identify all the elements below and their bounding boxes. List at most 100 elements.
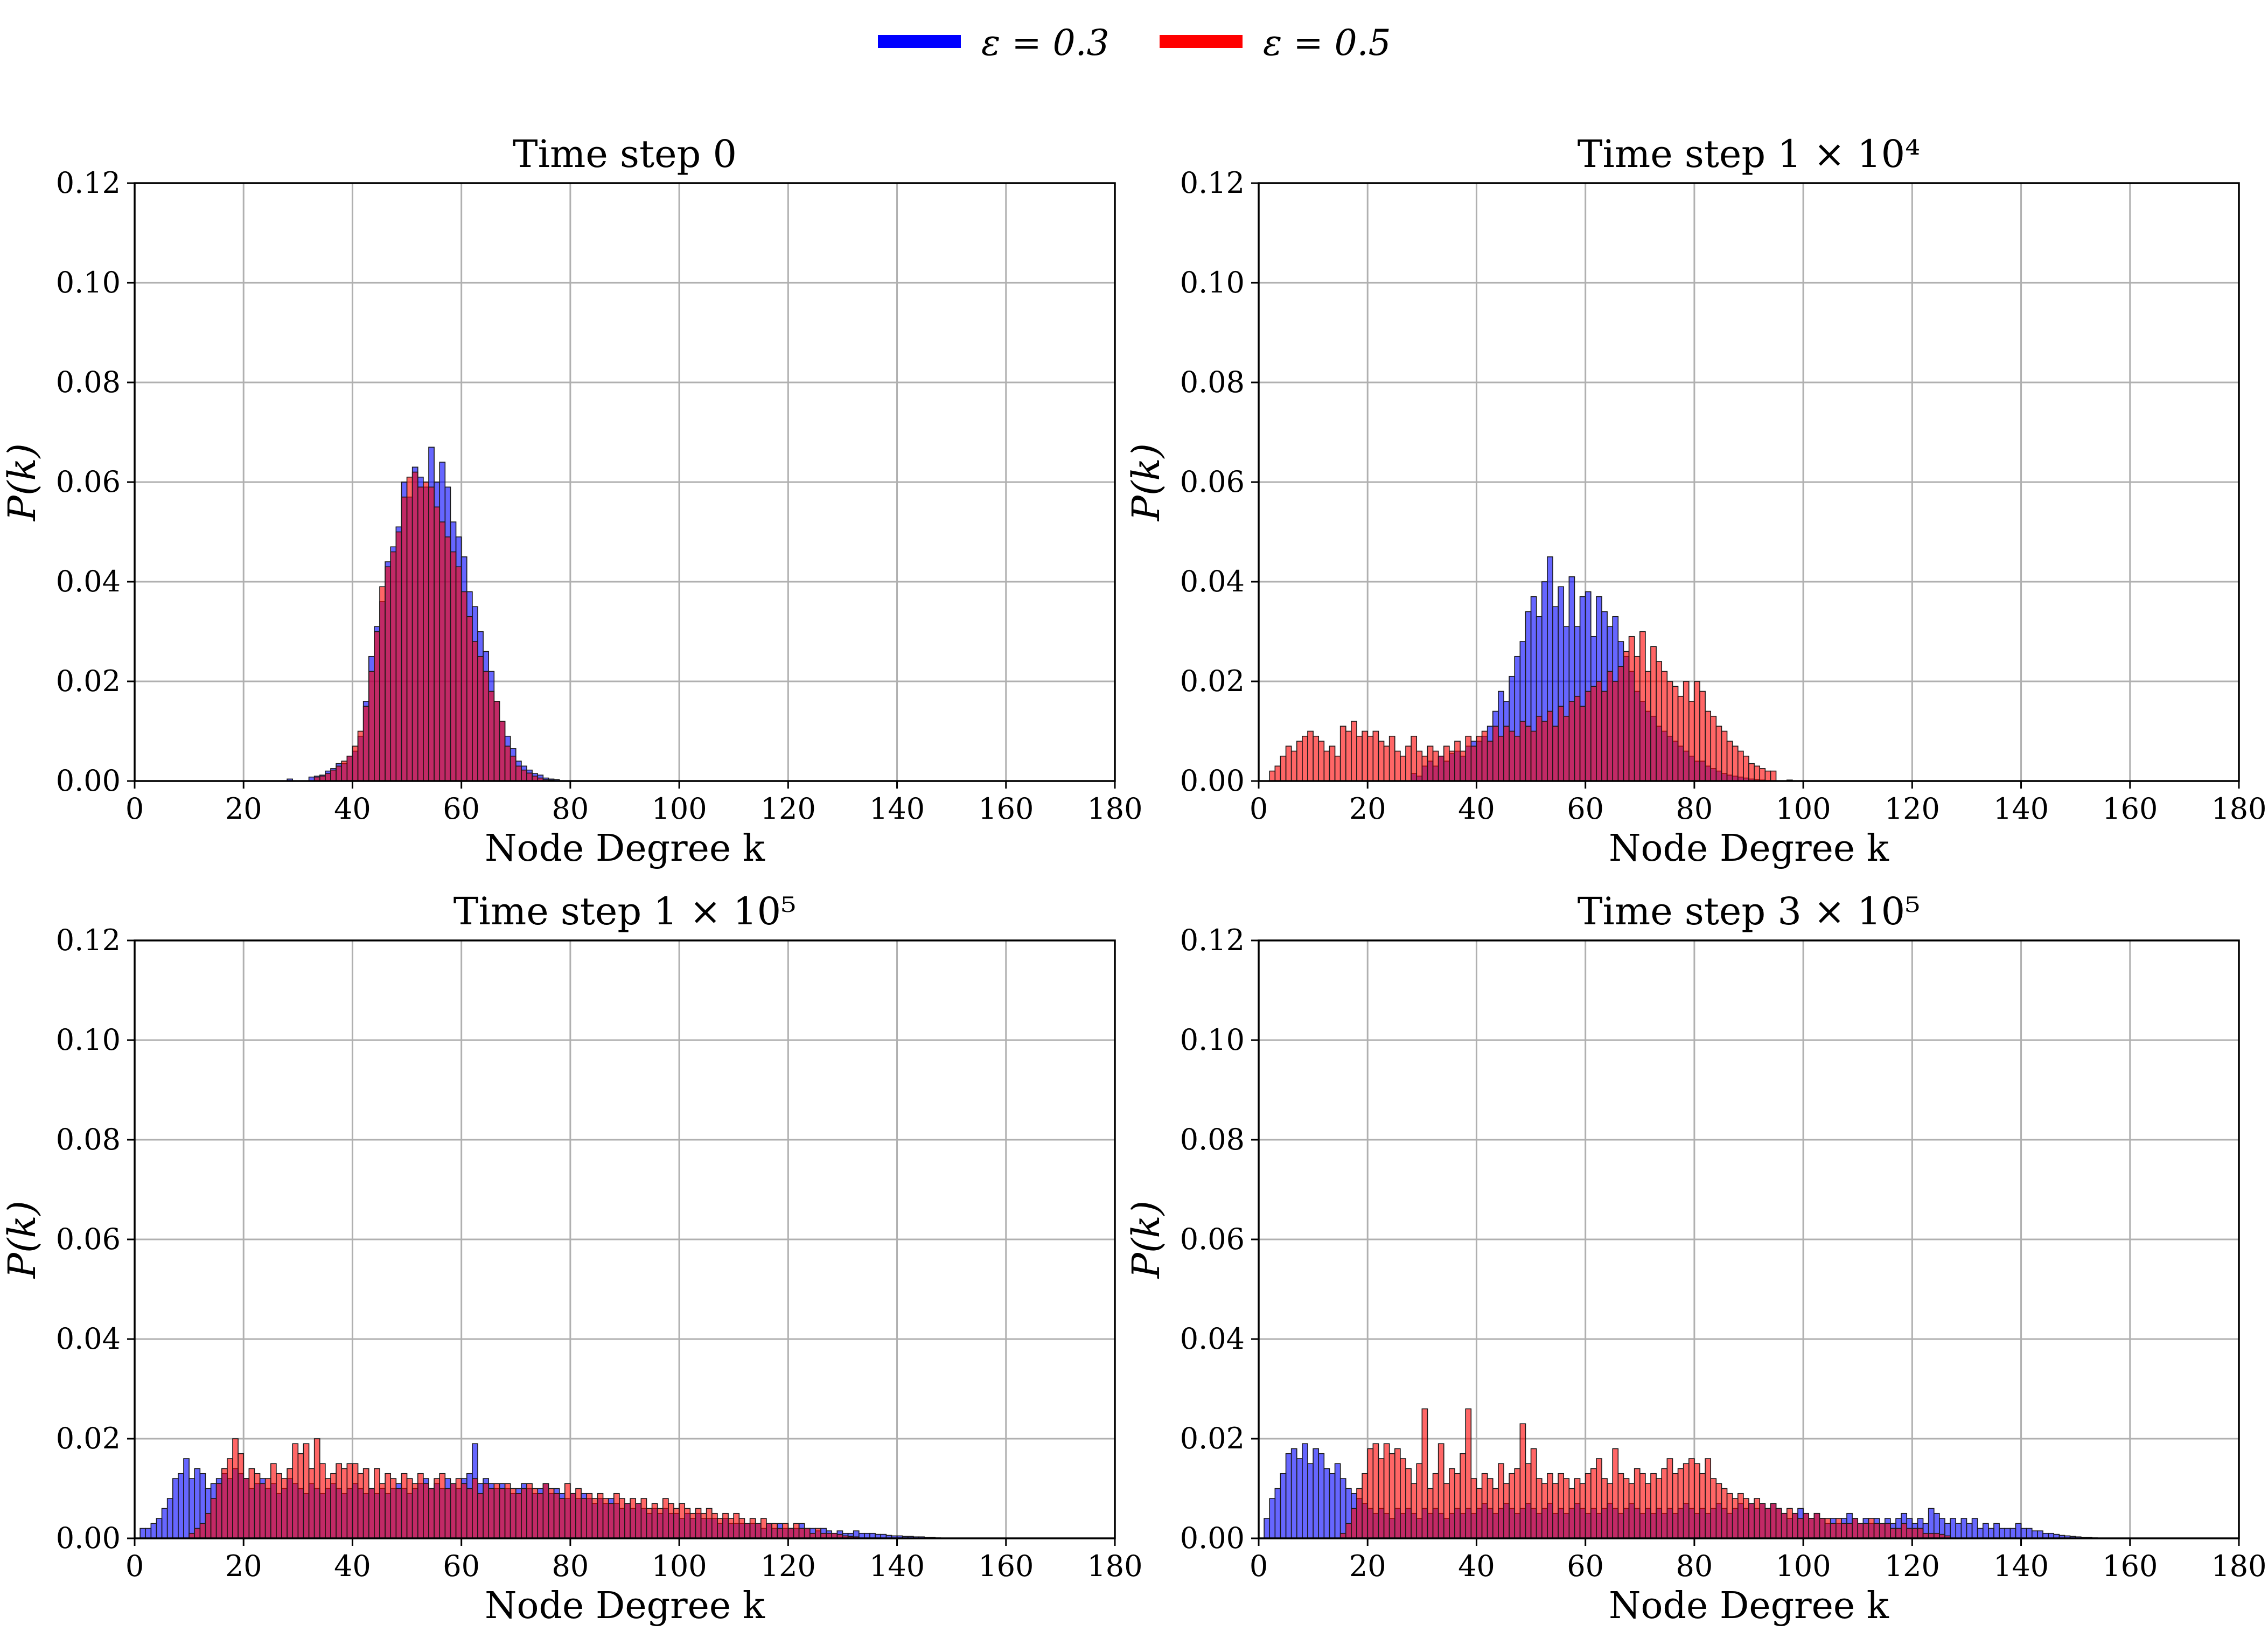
x-axis-label: Node Degree k [1609, 1585, 1889, 1627]
histogram-bar [1661, 671, 1668, 782]
histogram-bar [1280, 1473, 1287, 1539]
histogram-bar [238, 1453, 245, 1539]
histogram-bar [1694, 1463, 1700, 1539]
histogram-bar [1411, 1483, 1418, 1539]
y-tick-label: 0.04 [1180, 564, 1245, 598]
histogram-bar [760, 1518, 767, 1539]
histogram-bar [1656, 1478, 1663, 1539]
histogram-bar [1476, 735, 1483, 782]
histogram-bar [199, 1523, 206, 1539]
y-tick-label: 0.00 [56, 764, 121, 798]
histogram-bar [1530, 730, 1537, 782]
chart-panel-3: 0 20 40 60 80 100 120 140 160 180 0.00 0.02 0.04 0.06… [0, 889, 1143, 1627]
histogram-bar [357, 730, 364, 782]
histogram-bar [1400, 1458, 1406, 1539]
histogram-bar [1737, 1493, 1744, 1539]
histogram-bar [1318, 1453, 1325, 1539]
histogram-bar [156, 1518, 163, 1539]
histogram-bar [281, 1478, 288, 1539]
histogram-bar [662, 1498, 669, 1539]
histogram-bar [613, 1493, 620, 1539]
histogram-bar [1677, 695, 1684, 782]
histogram-bar [2015, 1523, 2022, 1539]
histogram-bar [1454, 1473, 1461, 1539]
histogram-bar [515, 765, 522, 782]
histogram-bar [1437, 1443, 1444, 1539]
histogram-bar [1460, 750, 1467, 782]
legend-swatch-eps-0-5 [1160, 35, 1243, 48]
histogram-bar [1285, 745, 1292, 782]
histogram-bar [1487, 1478, 1494, 1539]
histogram-bar [1558, 1473, 1565, 1539]
histogram-bar [1754, 765, 1761, 782]
histogram-bar [423, 482, 429, 782]
histogram-bar [172, 1478, 179, 1539]
x-tick-label: 0 [1250, 792, 1268, 826]
y-tick-label: 0.06 [1180, 1222, 1245, 1256]
histogram-bar [1432, 1473, 1439, 1539]
x-tick-label: 60 [1567, 792, 1604, 826]
histogram-bar [651, 1503, 658, 1539]
histogram-bar [254, 1473, 261, 1539]
histogram-bar [1683, 1463, 1690, 1539]
histogram-bar [1683, 681, 1690, 782]
histogram-bar [700, 1512, 707, 1539]
histogram-bar [1367, 735, 1374, 782]
histogram-bar [455, 1478, 462, 1539]
histogram-bar [1449, 1468, 1455, 1539]
histogram-bar [417, 1473, 424, 1539]
histogram-bar [1971, 1518, 1978, 1539]
y-tick-label: 0.04 [1180, 1322, 1245, 1356]
histogram-bar [706, 1508, 713, 1539]
histogram-bar [325, 773, 331, 782]
histogram-bar [1857, 1523, 1864, 1539]
histogram-bar [1824, 1518, 1831, 1539]
y-tick-label: 0.08 [56, 1123, 121, 1156]
histogram-bar [1498, 1463, 1504, 1539]
chart-panel-1: 0 20 40 60 80 100 120 140 160 180 0.00 0.02 0.04 0.06… [0, 132, 1143, 870]
histogram-bar [483, 1483, 490, 1539]
series-eps-0-5 [189, 1438, 860, 1539]
histogram-bar [1764, 770, 1771, 782]
histogram-bar [640, 1498, 647, 1539]
histogram-bar [581, 1498, 588, 1539]
histogram-bar [1601, 1478, 1608, 1539]
histogram-bar [248, 1468, 255, 1539]
histogram-bar [1339, 726, 1346, 782]
histogram-bar [259, 1483, 266, 1539]
histogram-bar [1519, 1423, 1526, 1539]
histogram-bar [1710, 715, 1717, 782]
histogram-bar [1677, 1468, 1684, 1539]
histogram-bar [1645, 671, 1651, 782]
histogram-bar [777, 1528, 784, 1539]
histogram-bar [1313, 1448, 1320, 1539]
histogram-bar [1628, 1483, 1635, 1539]
histogram-bar [1585, 691, 1592, 782]
histogram-bar [292, 1443, 299, 1539]
histogram-bar [1388, 735, 1395, 782]
y-tick-label: 0.12 [1180, 166, 1245, 200]
x-tick-label: 0 [125, 792, 144, 826]
histogram-bar [1661, 1468, 1668, 1539]
histogram-bar [330, 769, 337, 782]
histogram-bar [368, 671, 375, 782]
histogram-bar [1911, 1528, 1918, 1539]
histogram-bar [1623, 1478, 1630, 1539]
histogram-bar [1917, 1528, 1924, 1539]
histogram-bar [548, 1488, 555, 1539]
histogram-bar [1715, 726, 1722, 782]
histogram-bar [1525, 1463, 1532, 1539]
histogram-bar [1318, 741, 1325, 782]
histogram-bar [1427, 745, 1434, 782]
histogram-bar [488, 1488, 495, 1539]
histogram-bar [1955, 1523, 1962, 1539]
histogram-bar [374, 1468, 380, 1539]
histogram-bar [1285, 1453, 1292, 1539]
histogram-bar [1302, 1443, 1308, 1539]
panels: 0 20 40 60 80 100 120 140 160 180 0.00 0.02 0.04 0.06… [0, 132, 2267, 1627]
histogram-bar [401, 1473, 408, 1539]
histogram-bar [346, 1463, 353, 1539]
histogram-bar [450, 551, 457, 782]
histogram-bar [1547, 1473, 1553, 1539]
histogram-bar [357, 1473, 364, 1539]
